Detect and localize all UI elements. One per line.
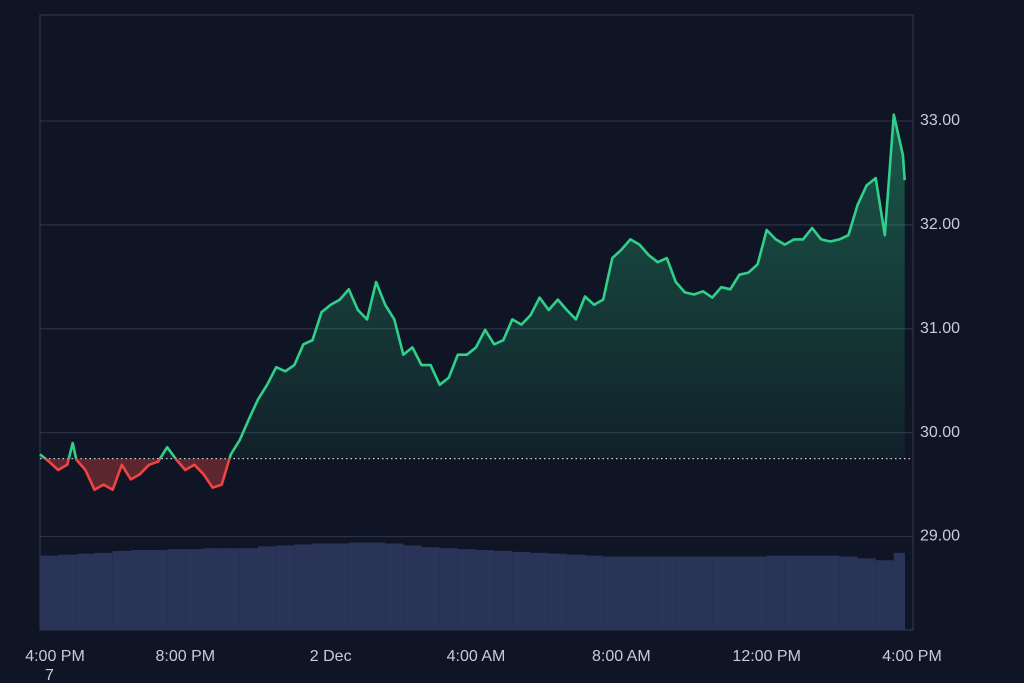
x-tick-label: 8:00 PM bbox=[156, 648, 216, 665]
annotation: 7 bbox=[45, 667, 54, 683]
volume-bar bbox=[421, 547, 440, 630]
volume-bar bbox=[239, 548, 258, 630]
volume-bar bbox=[367, 542, 386, 630]
volume-bar bbox=[167, 549, 186, 630]
volume-bar bbox=[585, 555, 604, 630]
volume-bar bbox=[566, 554, 585, 630]
volume-bar bbox=[76, 553, 95, 630]
volume-bar bbox=[476, 550, 495, 630]
y-tick-label: 31.00 bbox=[920, 320, 960, 337]
volume-bar bbox=[149, 550, 168, 630]
volume-bar bbox=[112, 550, 131, 630]
y-tick-label: 33.00 bbox=[920, 112, 960, 129]
x-tick-label: 4:00 PM bbox=[25, 648, 85, 665]
volume-bar bbox=[385, 543, 404, 630]
volume-bar bbox=[512, 551, 531, 630]
volume-bar bbox=[639, 556, 658, 630]
volume-bar bbox=[457, 549, 476, 630]
volume-bar bbox=[258, 546, 277, 630]
volume-bar bbox=[694, 556, 713, 630]
volume-bar bbox=[548, 553, 567, 630]
volume-bar bbox=[276, 545, 295, 630]
volume-bar bbox=[221, 548, 240, 630]
x-tick-label: 8:00 AM bbox=[592, 648, 651, 665]
volume-bar bbox=[803, 555, 822, 630]
volume-bar bbox=[40, 555, 59, 630]
y-tick-label: 32.00 bbox=[920, 216, 960, 233]
y-tick-label: 29.00 bbox=[920, 528, 960, 545]
volume-bar bbox=[621, 556, 640, 630]
volume-bar bbox=[893, 552, 905, 630]
volume-bar bbox=[94, 552, 113, 630]
price-line bbox=[39, 113, 906, 492]
volume-bar bbox=[748, 556, 767, 630]
volume-bar bbox=[675, 556, 694, 630]
x-tick-label: 4:00 PM bbox=[882, 648, 942, 665]
volume-bar bbox=[130, 550, 149, 630]
volume-bar bbox=[294, 544, 313, 630]
volume-bar bbox=[348, 542, 367, 630]
volume-bar bbox=[530, 552, 549, 630]
volume-bar bbox=[857, 558, 876, 630]
volume-bar bbox=[312, 543, 331, 630]
x-tick-label: 4:00 AM bbox=[447, 648, 506, 665]
volume-bar bbox=[821, 555, 840, 630]
area bbox=[40, 114, 905, 490]
volume-bar bbox=[603, 556, 622, 630]
volume-bar bbox=[730, 556, 749, 630]
x-tick-label: 2 Dec bbox=[310, 648, 352, 665]
volume-bar bbox=[403, 545, 422, 630]
volume-bar bbox=[185, 549, 204, 630]
volume-bar bbox=[839, 556, 858, 630]
volume-bar bbox=[494, 550, 513, 630]
volume-bar bbox=[439, 548, 458, 630]
x-tick-label: 12:00 PM bbox=[732, 648, 800, 665]
volume-bar bbox=[712, 556, 731, 630]
y-tick-label: 30.00 bbox=[920, 424, 960, 441]
volume-bar bbox=[766, 555, 785, 630]
volume-bar bbox=[330, 543, 349, 630]
volume-bar bbox=[784, 555, 803, 630]
volume-bar bbox=[875, 560, 894, 630]
volume-bar bbox=[58, 554, 77, 630]
volume-bar bbox=[657, 556, 676, 630]
volume-bar bbox=[203, 548, 222, 630]
